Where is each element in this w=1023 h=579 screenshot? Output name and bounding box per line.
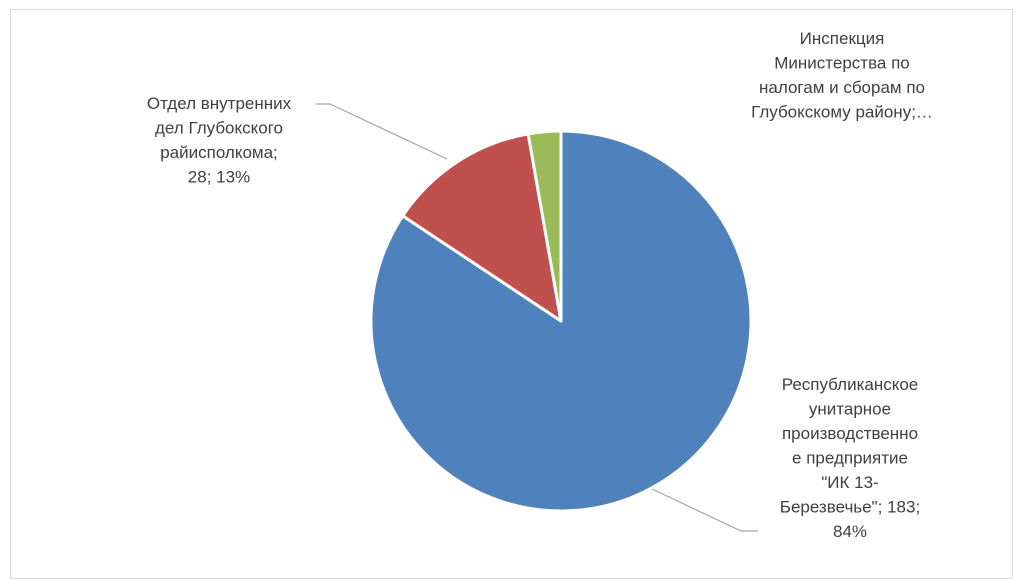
data-label-line: производственно — [782, 424, 918, 443]
data-label-line: райисполкома; — [160, 143, 278, 162]
pie-slice-2 — [401, 132, 563, 323]
data-label-line: е предприятие — [792, 449, 908, 468]
data-label-line: 28; 13% — [188, 168, 250, 187]
data-label-line: унитарное — [809, 400, 891, 419]
data-label-line: Министерства по — [774, 54, 910, 73]
data-label-2: Отдел внутренних дел Глубокского райисполк… — [147, 94, 292, 187]
data-label-line: Инспекция — [800, 29, 885, 48]
leader-line-2 — [316, 103, 448, 160]
data-label-line: "ИК 13- — [821, 473, 878, 492]
data-label-line: Глубокскому району;… — [751, 103, 933, 122]
pie-slice-3 — [526, 129, 563, 323]
data-label-1: Республиканское унитарное производственно е… — [780, 375, 920, 541]
data-label-line: Отдел внутренних — [147, 94, 292, 113]
leader-line-1 — [651, 488, 758, 532]
data-label-line: Березвечье"; 183; — [780, 498, 920, 517]
data-label-line: 84% — [833, 522, 867, 541]
data-label-line: налогам и сборам по — [759, 78, 925, 97]
data-label-line: дел Глубокского — [155, 119, 283, 138]
data-label-3: Инспекция Министерства по налогам и сборам… — [751, 29, 933, 122]
data-label-line: Республиканское — [782, 375, 919, 394]
